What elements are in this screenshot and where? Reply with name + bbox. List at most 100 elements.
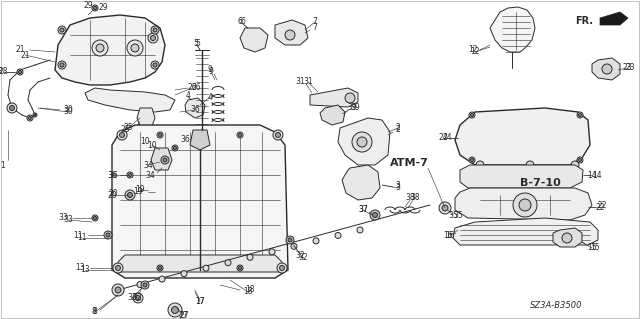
Circle shape	[275, 132, 280, 137]
Text: 22: 22	[595, 203, 605, 211]
Circle shape	[577, 112, 583, 118]
Text: 24: 24	[438, 133, 448, 143]
Text: 19: 19	[135, 186, 145, 195]
Text: 35: 35	[448, 211, 458, 219]
Circle shape	[96, 44, 104, 52]
Text: 10: 10	[140, 137, 150, 146]
Polygon shape	[455, 188, 592, 220]
Circle shape	[345, 93, 355, 103]
Circle shape	[150, 35, 156, 41]
Text: 36: 36	[108, 170, 118, 180]
Text: 37: 37	[358, 205, 368, 214]
Circle shape	[33, 113, 37, 117]
Text: 27: 27	[178, 310, 188, 319]
Circle shape	[92, 215, 98, 221]
Circle shape	[313, 238, 319, 244]
Circle shape	[288, 238, 292, 242]
Circle shape	[159, 133, 161, 137]
Circle shape	[526, 161, 534, 169]
Text: 2: 2	[396, 123, 401, 132]
Circle shape	[519, 199, 531, 211]
Circle shape	[225, 260, 231, 266]
Text: 35: 35	[453, 211, 463, 219]
Circle shape	[151, 26, 159, 34]
Polygon shape	[151, 148, 172, 170]
Circle shape	[143, 283, 147, 287]
Circle shape	[439, 202, 451, 214]
Circle shape	[159, 276, 165, 282]
Circle shape	[153, 28, 157, 32]
Text: 26: 26	[192, 84, 202, 93]
Polygon shape	[137, 108, 155, 126]
Text: 30: 30	[63, 106, 73, 115]
Text: 3: 3	[396, 183, 401, 192]
Circle shape	[470, 159, 474, 161]
Polygon shape	[55, 15, 165, 85]
Circle shape	[269, 249, 275, 255]
Text: 7: 7	[312, 24, 317, 33]
Polygon shape	[310, 88, 358, 107]
Text: 7: 7	[312, 18, 317, 26]
FancyBboxPatch shape	[533, 169, 553, 186]
Circle shape	[285, 30, 295, 40]
Polygon shape	[338, 118, 390, 165]
Circle shape	[476, 161, 484, 169]
Circle shape	[141, 281, 149, 289]
Text: 36: 36	[107, 170, 117, 180]
Circle shape	[29, 116, 31, 120]
Circle shape	[151, 61, 159, 69]
Text: 2: 2	[395, 125, 400, 135]
Text: 8: 8	[92, 308, 96, 316]
Circle shape	[115, 265, 120, 271]
Text: 18: 18	[245, 286, 255, 294]
Circle shape	[125, 190, 135, 200]
Circle shape	[136, 295, 141, 300]
Text: ATM-7: ATM-7	[390, 158, 429, 168]
Circle shape	[106, 233, 110, 237]
Circle shape	[286, 236, 294, 244]
Text: 14: 14	[592, 170, 602, 180]
Circle shape	[247, 254, 253, 260]
Text: 23: 23	[622, 63, 632, 72]
Text: 32: 32	[132, 293, 142, 302]
Text: 25: 25	[120, 125, 130, 135]
Circle shape	[579, 114, 582, 116]
Text: 3: 3	[395, 181, 400, 189]
Polygon shape	[190, 130, 210, 150]
Circle shape	[104, 231, 112, 239]
Circle shape	[513, 193, 537, 217]
Polygon shape	[240, 28, 268, 52]
Text: 17: 17	[195, 298, 205, 307]
Circle shape	[115, 287, 121, 293]
Text: 39: 39	[347, 103, 357, 113]
Text: 10: 10	[147, 140, 157, 150]
Circle shape	[161, 156, 169, 164]
Circle shape	[93, 217, 97, 219]
Text: 26: 26	[187, 84, 197, 93]
FancyBboxPatch shape	[511, 169, 531, 186]
Text: 19: 19	[133, 188, 143, 197]
Circle shape	[172, 145, 178, 151]
Text: 34: 34	[145, 170, 155, 180]
Circle shape	[60, 28, 64, 32]
Circle shape	[137, 282, 143, 287]
Circle shape	[577, 157, 583, 163]
Circle shape	[237, 132, 243, 138]
Circle shape	[277, 263, 287, 273]
Text: 33: 33	[58, 213, 68, 222]
Circle shape	[131, 44, 139, 52]
Polygon shape	[490, 7, 535, 52]
Text: 18: 18	[243, 287, 253, 296]
Text: 9: 9	[208, 68, 213, 77]
Circle shape	[181, 271, 187, 277]
Text: 11: 11	[77, 234, 87, 242]
Text: 30: 30	[63, 108, 73, 116]
Polygon shape	[118, 255, 282, 272]
Circle shape	[112, 284, 124, 296]
Polygon shape	[275, 20, 308, 45]
Circle shape	[58, 26, 66, 34]
Text: 4: 4	[207, 93, 212, 101]
Circle shape	[115, 287, 121, 293]
Text: 28: 28	[0, 68, 8, 77]
Text: 38: 38	[410, 192, 420, 202]
